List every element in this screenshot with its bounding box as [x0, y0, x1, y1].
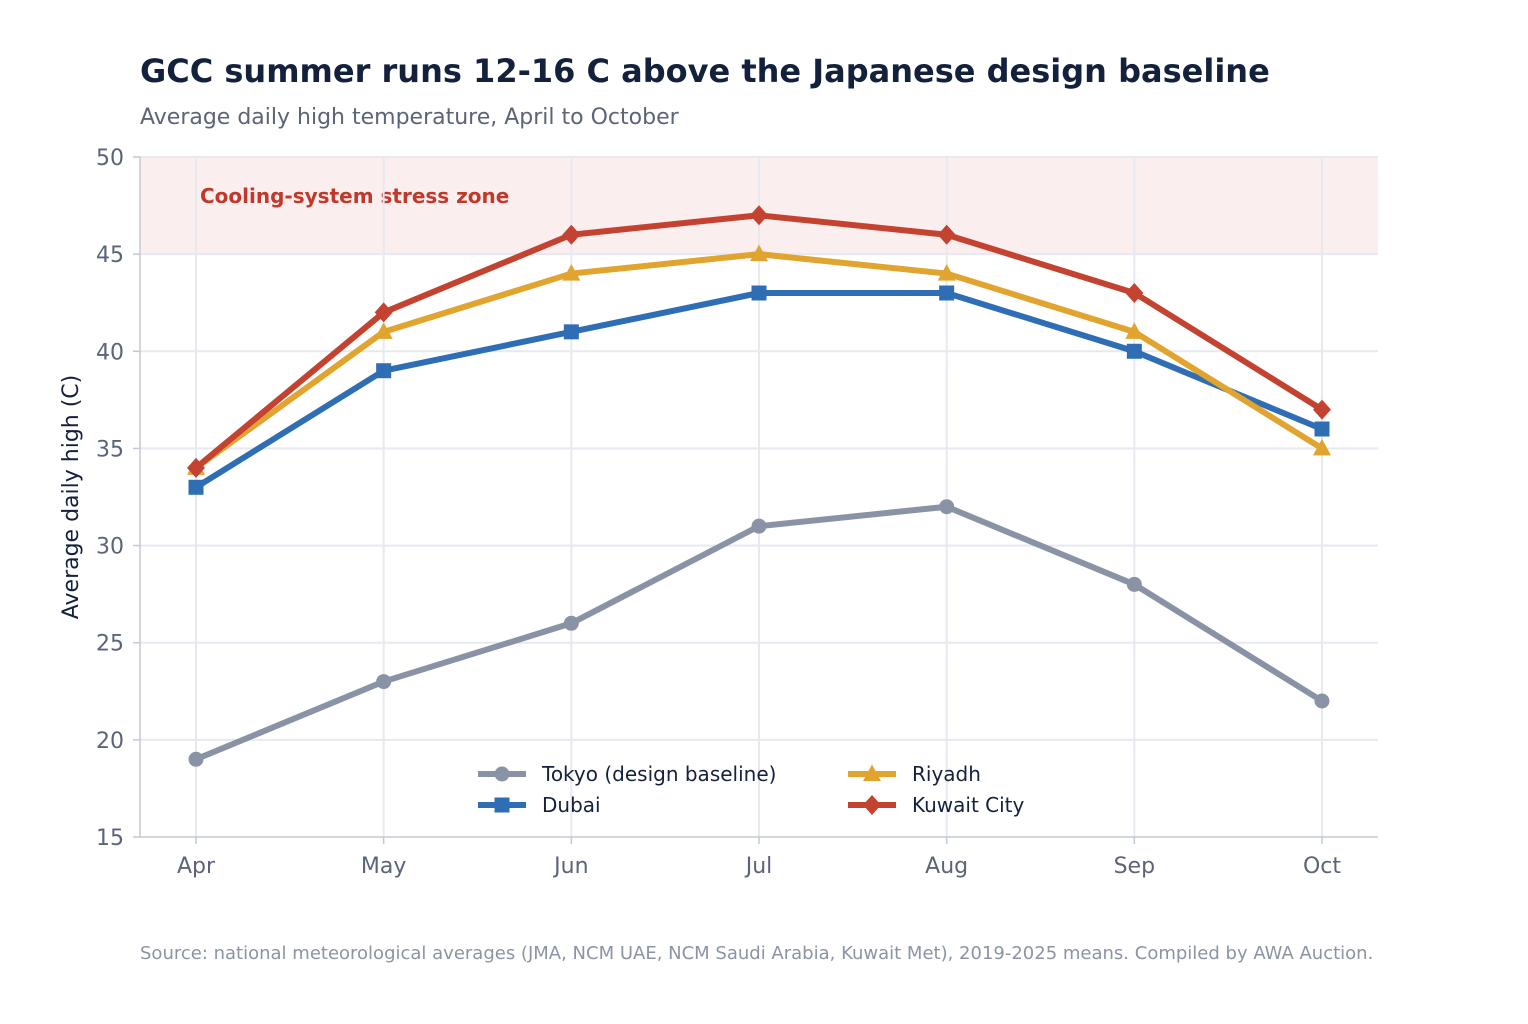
x-tick-label: Oct	[1303, 854, 1341, 879]
x-tick-label: Jul	[744, 854, 773, 879]
data-point	[374, 302, 393, 323]
data-point	[939, 499, 955, 515]
chart-subtitle: Average daily high temperature, April to…	[140, 105, 679, 130]
data-point	[188, 479, 204, 495]
x-tick-label: May	[361, 854, 406, 879]
data-point	[188, 751, 204, 767]
chart-title: GCC summer runs 12-16 C above the Japane…	[140, 52, 1270, 90]
y-tick-label: 15	[96, 826, 124, 851]
y-tick-label: 40	[96, 340, 124, 365]
legend-label: Tokyo (design baseline)	[541, 762, 776, 786]
x-tick-label: Apr	[177, 854, 216, 879]
legend-marker	[863, 764, 881, 781]
data-point	[1126, 576, 1142, 592]
series-dubai	[188, 285, 1330, 495]
legend-label: Riyadh	[912, 762, 981, 786]
data-point	[563, 324, 579, 340]
data-point	[376, 674, 392, 690]
data-point	[562, 264, 581, 281]
legend-label: Kuwait City	[912, 793, 1025, 817]
data-point	[937, 224, 956, 245]
data-point	[562, 224, 581, 245]
data-point	[751, 518, 767, 534]
y-tick-label: 20	[96, 729, 124, 754]
data-point	[1314, 693, 1330, 709]
data-point	[750, 205, 768, 226]
data-point	[374, 322, 393, 339]
legend-item: Dubai	[478, 793, 601, 817]
data-point	[1313, 438, 1331, 456]
y-axis-label: Average daily high (C)	[59, 375, 84, 620]
y-tick-label: 50	[96, 146, 124, 171]
series-kuwait-city	[187, 205, 1331, 478]
series-tokyo-design-baseline	[188, 499, 1330, 767]
legend-item: Riyadh	[848, 762, 981, 786]
legend-item: Kuwait City	[848, 793, 1025, 817]
data-point	[1125, 283, 1144, 303]
data-point	[1313, 399, 1331, 420]
data-point	[563, 615, 579, 631]
legend-marker	[494, 766, 510, 782]
data-point	[187, 457, 205, 478]
y-tick-label: 35	[96, 437, 124, 462]
data-point	[937, 264, 956, 281]
legend-label: Dubai	[542, 793, 601, 817]
data-point	[376, 363, 392, 379]
data-point	[939, 285, 955, 301]
series-riyadh	[187, 244, 1331, 475]
legend-marker	[863, 795, 881, 815]
data-point	[1125, 322, 1144, 339]
y-tick-label: 45	[96, 243, 124, 268]
y-tick-label: 30	[96, 535, 124, 560]
data-point	[1126, 343, 1142, 359]
x-tick-label: Sep	[1114, 854, 1155, 879]
data-point	[1314, 421, 1330, 437]
x-tick-label: Aug	[925, 854, 968, 879]
y-tick-label: 25	[96, 632, 124, 657]
x-tick-label: Jun	[552, 854, 588, 879]
source-note: Source: national meteorological averages…	[140, 943, 1374, 964]
data-point	[751, 285, 767, 301]
legend-marker	[494, 797, 510, 813]
legend-item: Tokyo (design baseline)	[478, 762, 776, 786]
data-point	[750, 244, 768, 262]
stress-zone-label: Cooling-system stress zone	[200, 184, 509, 208]
